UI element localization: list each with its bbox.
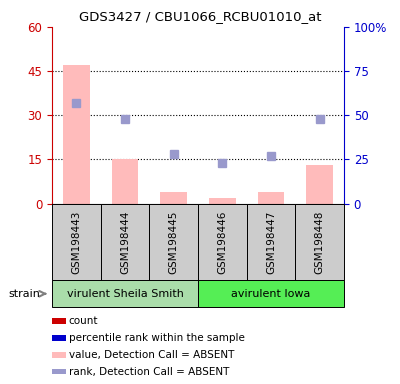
Text: strain: strain	[8, 289, 40, 299]
Text: value, Detection Call = ABSENT: value, Detection Call = ABSENT	[69, 350, 234, 360]
Bar	[295, 204, 344, 280]
Text: GSM198443: GSM198443	[71, 210, 81, 274]
Bar	[198, 204, 247, 280]
Bar	[63, 65, 90, 204]
Text: GDS3427 / CBU1066_RCBU01010_at: GDS3427 / CBU1066_RCBU01010_at	[79, 10, 321, 23]
Text: avirulent Iowa: avirulent Iowa	[231, 289, 311, 299]
Bar	[52, 318, 66, 324]
Bar	[198, 280, 344, 307]
Text: GSM198445: GSM198445	[169, 210, 179, 274]
Text: GSM198444: GSM198444	[120, 210, 130, 274]
Bar	[258, 192, 284, 204]
Bar	[209, 198, 236, 204]
Bar	[52, 369, 66, 374]
Bar	[52, 204, 101, 280]
Bar	[52, 280, 198, 307]
Text: rank, Detection Call = ABSENT: rank, Detection Call = ABSENT	[69, 367, 229, 377]
Text: count: count	[69, 316, 98, 326]
Bar	[306, 165, 333, 204]
Text: GSM198448: GSM198448	[315, 210, 325, 274]
Bar	[247, 204, 295, 280]
Bar	[160, 192, 187, 204]
Text: virulent Sheila Smith: virulent Sheila Smith	[66, 289, 184, 299]
Bar	[149, 204, 198, 280]
Bar	[52, 335, 66, 341]
Bar	[112, 159, 138, 204]
Bar	[101, 204, 149, 280]
Text: GSM198446: GSM198446	[217, 210, 227, 274]
Text: percentile rank within the sample: percentile rank within the sample	[69, 333, 245, 343]
Text: GSM198447: GSM198447	[266, 210, 276, 274]
Bar	[52, 352, 66, 358]
